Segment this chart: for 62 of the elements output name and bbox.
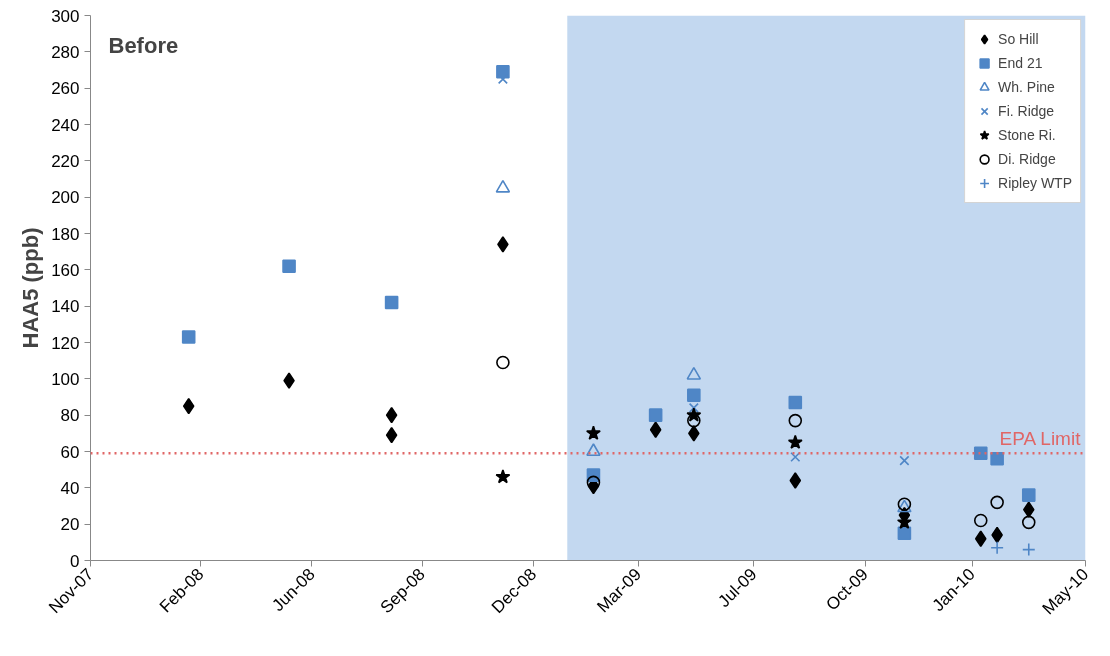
y-tick-label: 300	[51, 6, 80, 26]
point	[790, 451, 801, 462]
annotation: Before	[108, 32, 179, 58]
point	[974, 530, 987, 547]
legend-label: Ripley WTP	[998, 175, 1072, 191]
point	[586, 425, 601, 440]
point	[1021, 515, 1036, 530]
point	[181, 330, 196, 344]
point	[788, 395, 803, 410]
point	[787, 434, 803, 449]
point	[973, 446, 988, 461]
y-tick-label: 100	[51, 369, 80, 389]
point	[990, 451, 1004, 466]
y-tick-label: 120	[51, 333, 80, 353]
point	[496, 355, 510, 370]
point	[182, 397, 195, 415]
y-tick-label: 260	[51, 79, 80, 99]
point	[1022, 501, 1035, 518]
point	[385, 426, 398, 444]
y-tick-label: 0	[70, 551, 80, 571]
legend-label: End 21	[998, 55, 1043, 71]
point	[897, 526, 912, 541]
point	[385, 406, 398, 424]
legend-label: Fi. Ridge	[998, 103, 1055, 119]
point	[1021, 542, 1036, 557]
point	[789, 472, 802, 489]
point	[586, 443, 601, 457]
point	[495, 469, 511, 484]
y-tick-label: 280	[51, 42, 80, 62]
y-tick-label: 40	[60, 478, 80, 498]
point	[788, 413, 803, 428]
y-tick-label: 80	[60, 406, 80, 426]
point	[899, 455, 910, 466]
point	[497, 236, 509, 253]
legend-label: Di. Ridge	[998, 151, 1056, 167]
y-tick-label: 240	[51, 115, 80, 135]
legend-label: Stone Ri.	[998, 127, 1056, 143]
point	[649, 421, 662, 438]
point	[687, 388, 701, 402]
legend-label: So Hill	[998, 31, 1039, 47]
y-tick-label: 200	[51, 188, 80, 208]
point	[687, 413, 701, 428]
y-tick-label: 20	[60, 515, 80, 535]
point	[384, 295, 399, 310]
y-tick-label: 220	[51, 151, 80, 171]
y-tick-label: 160	[51, 260, 80, 280]
point	[990, 495, 1004, 510]
point	[1021, 488, 1036, 502]
point	[586, 475, 601, 490]
y-tick-label: 60	[60, 442, 80, 462]
point	[648, 408, 663, 422]
point	[283, 372, 295, 389]
y-tick-label: 180	[51, 224, 80, 244]
point	[688, 425, 700, 442]
point	[282, 259, 296, 273]
y-axis-title: HAA5 (ppb)	[18, 227, 44, 349]
legend-label: Wh. Pine	[998, 79, 1055, 95]
y-tick-label: 140	[51, 297, 80, 317]
point	[973, 513, 988, 528]
point	[990, 540, 1004, 555]
point	[688, 402, 699, 413]
ref-line-label: EPA Limit	[999, 428, 1082, 450]
